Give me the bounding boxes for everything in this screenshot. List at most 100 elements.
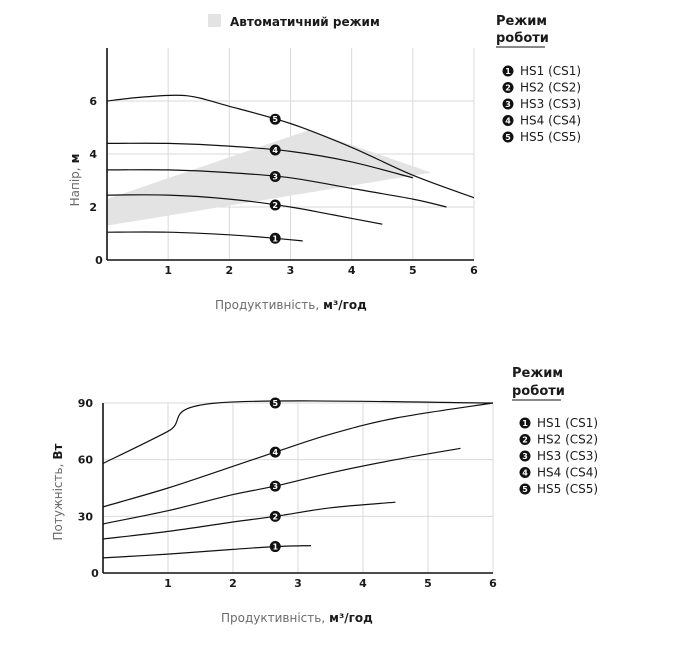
- x-tick-label: 5: [424, 577, 432, 590]
- curve-1: [106, 231, 303, 242]
- curve-marker-1-dot: [269, 541, 281, 553]
- head-x-label: Продуктивність, м³/год: [215, 298, 367, 312]
- legend-marker-1-label: 1: [505, 67, 511, 76]
- curve-2: [102, 501, 396, 540]
- curve-marker-3: 3: [269, 480, 281, 492]
- curve-marker-1-label: 1: [272, 234, 278, 243]
- legend-label-3: HS3 (CS3): [537, 449, 598, 463]
- legend-marker-2-dot: [519, 434, 531, 445]
- legend-marker-3-label: 3: [505, 100, 511, 109]
- power-grid: [103, 402, 494, 573]
- curve-marker-3: 3: [269, 171, 281, 183]
- legend-marker-5: 5: [502, 131, 514, 143]
- legend-marker-2: 2: [502, 82, 514, 93]
- curve-marker-2-dot: [269, 199, 281, 211]
- y-tick-label: 6: [89, 95, 97, 108]
- head-legend-title-line2: роботи: [496, 31, 549, 46]
- x-tick-label: 1: [164, 577, 172, 590]
- curve-marker-1-label: 1: [272, 543, 278, 552]
- power-axes: [102, 403, 493, 574]
- power-legend: Режим роботи 1 HS1 (CS1) 2 HS2 (CS2) 3 HS3 (C…: [512, 366, 598, 496]
- curve-marker-3-dot: [269, 171, 281, 183]
- curve-marker-2: 2: [269, 510, 281, 522]
- curve-marker-3-dot: [269, 480, 281, 492]
- head-curves: 1 2 3 4 5: [106, 94, 475, 244]
- curve-marker-2-label: 2: [272, 201, 278, 210]
- power-curves: 1 2 3 4 5: [102, 397, 494, 559]
- x-tick-label: 0: [91, 567, 99, 580]
- curve-marker-5: 5: [269, 397, 281, 409]
- x-tick-label: 1: [164, 264, 172, 277]
- power-x-label: Продуктивність, м³/год: [221, 611, 373, 625]
- legend-marker-4-label: 4: [505, 117, 511, 126]
- y-tick-label: 60: [78, 454, 94, 467]
- curve-1: [102, 545, 312, 559]
- curve-marker-5-dot: [269, 113, 281, 125]
- power-y-label: Потужність,Вт: [51, 443, 65, 540]
- x-tick-label: 4: [359, 577, 367, 590]
- legend-marker-3-label: 3: [522, 452, 528, 461]
- curve-marker-5-dot: [269, 397, 281, 409]
- curve-marker-5: 5: [269, 113, 281, 125]
- legend-marker-2-dot: [502, 82, 514, 93]
- legend-label-5: HS5 (CS5): [537, 482, 598, 496]
- head-legend-title-line1: Режим: [496, 14, 547, 29]
- legend-marker-5: 5: [519, 483, 531, 495]
- curve-marker-1: 1: [269, 541, 281, 553]
- x-tick-label: 6: [470, 264, 478, 277]
- head-y-label: Напір,м: [68, 154, 82, 207]
- power-chart: 1 2 3 4 5 0 1 2 3 4 5 6 30 60 90 Продуктивність, м³/г…: [51, 366, 598, 625]
- legend-marker-1: 1: [502, 65, 514, 77]
- x-tick-label: 4: [348, 264, 356, 277]
- legend-marker-3: 3: [519, 450, 531, 462]
- legend-label-4: HS4 (CS4): [520, 114, 581, 128]
- curve-marker-1: 1: [269, 232, 281, 244]
- auto-mode-label: Автоматичний режим: [230, 15, 380, 29]
- curve-5: [102, 400, 494, 464]
- curve-2: [106, 194, 383, 225]
- curve-marker-1-dot: [269, 232, 281, 244]
- curve-marker-2-dot: [269, 510, 281, 522]
- legend-marker-4-label: 4: [522, 469, 528, 478]
- power-legend-title-line1: Режим: [512, 366, 563, 381]
- y-tick-label: 90: [78, 397, 94, 410]
- curve-4: [106, 142, 413, 179]
- head-x-ticks: 0 1 2 3 4 5 6: [95, 254, 478, 277]
- y-tick-label: 30: [78, 510, 94, 523]
- head-y-ticks: 2 4 6: [89, 95, 97, 214]
- legend-marker-1-label: 1: [522, 419, 528, 428]
- y-tick-label: 2: [89, 201, 97, 214]
- legend-label-2: HS2 (CS2): [537, 433, 598, 447]
- curve-marker-3-label: 3: [272, 173, 278, 182]
- legend-label-4: HS4 (CS4): [537, 466, 598, 480]
- legend-marker-5-label: 5: [505, 133, 511, 142]
- curve-marker-2-label: 2: [272, 512, 278, 521]
- curve-marker-2: 2: [269, 199, 281, 211]
- legend-label-1: HS1 (CS1): [537, 416, 598, 430]
- x-tick-label: 0: [95, 254, 103, 267]
- legend-marker-1-dot: [502, 65, 514, 77]
- x-tick-label: 5: [409, 264, 417, 277]
- legend-label-3: HS3 (CS3): [520, 97, 581, 111]
- head-chart: Автоматичний режим 1 2 3 4 5 0 1 2 3 4 5 6 2 4 6 Про…: [68, 14, 581, 312]
- legend-label-2: HS2 (CS2): [520, 81, 581, 95]
- x-tick-label: 2: [226, 264, 234, 277]
- legend-marker-5-dot: [519, 483, 531, 495]
- curve-marker-4: 4: [269, 446, 281, 458]
- power-legend-title-line2: роботи: [512, 384, 565, 399]
- power-x-ticks: 0 1 2 3 4 5 6: [91, 567, 497, 590]
- power-y-ticks: 30 60 90: [78, 397, 94, 523]
- curve-marker-4-label: 4: [272, 448, 278, 457]
- curve-marker-4-label: 4: [272, 146, 278, 155]
- legend-marker-4-dot: [502, 115, 514, 126]
- auto-mode-band: [107, 130, 432, 226]
- head-legend: Режим роботи 1 HS1 (CS1) 2 HS2 (CS2) 3 HS3 (C…: [496, 14, 581, 144]
- curve-3: [106, 169, 447, 208]
- curve-marker-4: 4: [269, 144, 281, 156]
- legend-marker-5-label: 5: [522, 485, 528, 494]
- curve-marker-4-dot: [269, 446, 281, 458]
- x-tick-label: 2: [229, 577, 237, 590]
- legend-label-5: HS5 (CS5): [520, 130, 581, 144]
- curve-marker-4-dot: [269, 144, 281, 156]
